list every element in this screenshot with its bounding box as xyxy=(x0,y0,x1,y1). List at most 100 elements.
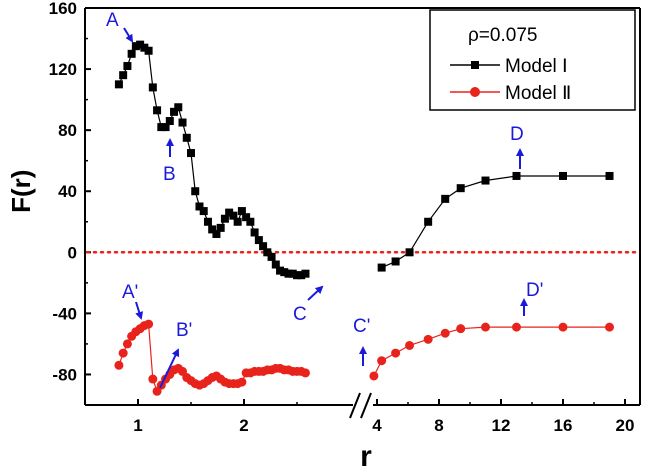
x-axis-title: r xyxy=(360,440,372,471)
data-point xyxy=(267,252,276,261)
data-point xyxy=(605,322,614,332)
annotation-c-prime: C' xyxy=(353,316,370,366)
data-point xyxy=(140,43,149,52)
data-point xyxy=(512,322,521,332)
data-point xyxy=(153,106,162,115)
data-point xyxy=(263,248,272,257)
data-point xyxy=(405,248,414,257)
data-point xyxy=(271,260,280,269)
data-point xyxy=(377,263,386,272)
data-point xyxy=(199,207,208,216)
data-point xyxy=(237,207,246,216)
data-point xyxy=(148,374,158,384)
annotation-d: D xyxy=(510,124,524,169)
x-tick-label: 8 xyxy=(434,416,443,435)
data-point xyxy=(182,133,191,142)
legend: ρ=0.075 Model Ⅰ Model Ⅱ xyxy=(429,9,636,111)
data-point xyxy=(174,103,183,112)
data-point xyxy=(195,202,204,211)
annotation-arrow xyxy=(159,348,180,389)
data-point xyxy=(136,40,145,49)
data-point xyxy=(114,360,124,370)
annotation-b-prime: B' xyxy=(159,320,192,389)
annotation-label: C' xyxy=(353,316,370,337)
data-point xyxy=(233,217,242,226)
y-tick-label: -80 xyxy=(52,365,77,384)
annotation-label: B xyxy=(163,164,176,185)
data-point xyxy=(276,266,285,275)
data-point xyxy=(157,123,166,132)
data-point xyxy=(203,217,212,226)
data-point xyxy=(559,171,567,180)
data-point xyxy=(170,107,179,116)
x-tick-label: 2 xyxy=(239,416,248,435)
y-tick-label: 80 xyxy=(58,121,77,140)
data-point xyxy=(293,271,301,280)
data-point xyxy=(161,123,170,132)
data-point xyxy=(391,348,401,358)
annotation-a: A xyxy=(106,10,134,43)
data-point xyxy=(369,371,379,381)
annotation-d-prime: D' xyxy=(520,280,543,316)
data-point xyxy=(212,229,221,238)
series-line xyxy=(381,175,610,269)
y-tick-label: -40 xyxy=(52,304,77,323)
annotation-a-prime: A' xyxy=(122,282,144,320)
data-point xyxy=(220,214,229,223)
data-point xyxy=(114,80,123,89)
x-tick-label: 16 xyxy=(554,416,573,435)
data-point xyxy=(377,356,387,366)
data-point xyxy=(148,83,157,92)
legend-title: ρ=0.075 xyxy=(468,25,537,46)
series-1 xyxy=(114,40,614,280)
legend-marker xyxy=(470,87,480,97)
data-point xyxy=(391,257,400,266)
data-point xyxy=(144,46,153,55)
data-point xyxy=(300,368,310,378)
axis-break-mark xyxy=(349,392,361,419)
legend-label: Model Ⅱ xyxy=(505,83,571,104)
data-point xyxy=(178,118,187,127)
data-point xyxy=(131,42,140,51)
series-line xyxy=(373,326,610,377)
data-point xyxy=(280,268,289,277)
data-point xyxy=(191,187,200,196)
data-point xyxy=(144,319,154,329)
annotation-c: C xyxy=(293,285,324,325)
data-point xyxy=(259,242,268,251)
annotation-arrow xyxy=(135,301,144,320)
data-point xyxy=(246,217,255,226)
x-tick-label: 12 xyxy=(492,416,511,435)
y-tick-label: 120 xyxy=(49,60,77,79)
annotation-layer: A B C D A' B' C' D' xyxy=(106,10,543,389)
annotation-label: B' xyxy=(176,320,192,341)
y-axis-title: F(r) xyxy=(6,170,36,213)
data-point xyxy=(208,225,217,234)
data-point xyxy=(119,71,128,80)
series-line xyxy=(118,43,306,276)
series-2 xyxy=(114,319,614,396)
annotation-label: D' xyxy=(526,280,543,301)
annotation-label: C xyxy=(293,304,307,325)
y-tick-label: 0 xyxy=(68,243,77,262)
data-point xyxy=(301,269,310,278)
data-point xyxy=(127,49,136,58)
series-layer xyxy=(114,40,614,396)
data-point xyxy=(237,377,247,387)
axis-break-mark xyxy=(360,392,372,419)
data-point xyxy=(405,340,415,350)
data-point xyxy=(558,322,568,332)
data-point xyxy=(456,324,466,334)
x-tick-label: 20 xyxy=(616,416,635,435)
data-point xyxy=(605,171,614,180)
annotation-b: B xyxy=(163,138,176,185)
y-tick-label: 160 xyxy=(49,0,77,18)
data-point xyxy=(440,328,450,338)
y-tick-label: 40 xyxy=(58,182,77,201)
data-point xyxy=(242,213,251,222)
data-point xyxy=(122,339,132,349)
annotation-label: D xyxy=(510,124,524,145)
data-point xyxy=(288,269,297,278)
